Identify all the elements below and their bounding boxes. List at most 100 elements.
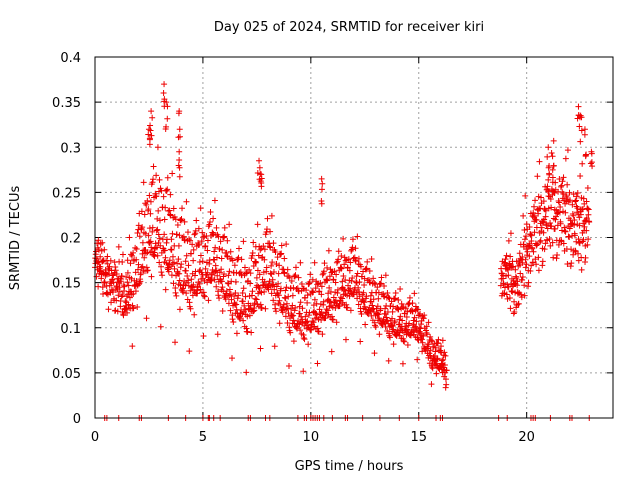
data-point — [270, 297, 277, 304]
data-point — [211, 197, 218, 204]
data-point — [191, 311, 198, 318]
data-point — [378, 274, 385, 281]
data-point — [241, 264, 248, 271]
data-point — [240, 285, 247, 292]
data-point — [139, 250, 146, 257]
data-point — [390, 303, 397, 310]
axis-ticks: 0 5 10 15 20 0 0.05 0.1 0.15 0.2 0.25 0.3 0.35 0.4 — [52, 51, 613, 445]
data-point — [579, 160, 586, 167]
data-point — [164, 186, 171, 193]
data-point — [319, 331, 326, 338]
data-point — [119, 259, 126, 266]
data-point — [300, 334, 307, 341]
data-point — [222, 296, 229, 303]
data-point — [224, 280, 231, 287]
data-point — [106, 263, 113, 270]
data-point — [532, 197, 539, 204]
data-point — [289, 292, 296, 299]
data-point — [363, 293, 370, 300]
data-point — [385, 320, 392, 327]
data-point — [352, 245, 359, 252]
data-point — [262, 305, 269, 312]
data-point — [567, 197, 574, 204]
data-point — [99, 258, 106, 265]
data-point — [175, 256, 182, 263]
data-point — [132, 288, 139, 295]
data-point — [223, 249, 230, 256]
data-point — [320, 298, 327, 305]
data-point — [411, 290, 418, 297]
data-point — [342, 336, 349, 343]
data-point — [205, 297, 212, 304]
data-point — [349, 244, 356, 251]
data-point — [165, 268, 172, 275]
data-point — [115, 279, 122, 286]
data-point — [119, 292, 126, 299]
data-point — [337, 294, 344, 301]
data-point — [108, 299, 115, 306]
data-point — [119, 251, 126, 258]
data-point — [343, 304, 350, 311]
data-point — [196, 258, 203, 265]
data-point — [155, 231, 162, 238]
data-point — [290, 317, 297, 324]
data-point — [519, 253, 526, 260]
data-point — [118, 273, 125, 280]
data-point — [577, 172, 584, 179]
data-point — [561, 224, 568, 231]
data-point — [585, 236, 592, 243]
data-point — [441, 349, 448, 356]
data-point — [565, 233, 572, 240]
data-point — [552, 216, 559, 223]
data-point — [229, 316, 236, 323]
data-point — [297, 299, 304, 306]
data-point — [577, 138, 584, 145]
data-point — [574, 205, 581, 212]
data-point — [270, 281, 277, 288]
data-point — [363, 265, 370, 272]
data-point — [387, 334, 394, 341]
data-point — [195, 225, 202, 232]
data-point — [155, 188, 162, 195]
data-point — [176, 277, 183, 284]
data-point — [325, 290, 332, 297]
data-point — [392, 290, 399, 297]
data-point — [125, 301, 132, 308]
data-point — [335, 248, 342, 255]
data-point — [197, 205, 204, 212]
data-point — [136, 281, 143, 288]
data-point — [269, 282, 276, 289]
data-point — [587, 160, 594, 167]
data-point — [163, 239, 170, 246]
data-point — [136, 233, 143, 240]
data-point — [210, 215, 217, 222]
data-point — [352, 258, 359, 265]
data-point — [404, 342, 411, 349]
data-point — [564, 261, 571, 268]
data-point — [196, 241, 203, 248]
data-point — [148, 132, 155, 139]
data-point — [504, 265, 511, 272]
data-point — [148, 108, 155, 115]
data-point — [226, 286, 233, 293]
data-point — [176, 173, 183, 180]
data-point — [95, 283, 102, 290]
data-point — [166, 257, 173, 264]
data-point — [258, 171, 265, 178]
data-point — [377, 280, 384, 287]
data-point — [115, 243, 122, 250]
data-point — [314, 281, 321, 288]
data-point — [182, 267, 189, 274]
data-point — [201, 277, 208, 284]
data-point — [169, 253, 176, 260]
data-point — [276, 297, 283, 304]
data-point — [253, 274, 260, 281]
data-point — [520, 212, 527, 219]
data-point — [548, 204, 555, 211]
data-point — [218, 255, 225, 262]
data-point — [370, 296, 377, 303]
data-point — [172, 339, 179, 346]
data-point — [328, 269, 335, 276]
data-point — [409, 300, 416, 307]
data-point — [301, 336, 308, 343]
